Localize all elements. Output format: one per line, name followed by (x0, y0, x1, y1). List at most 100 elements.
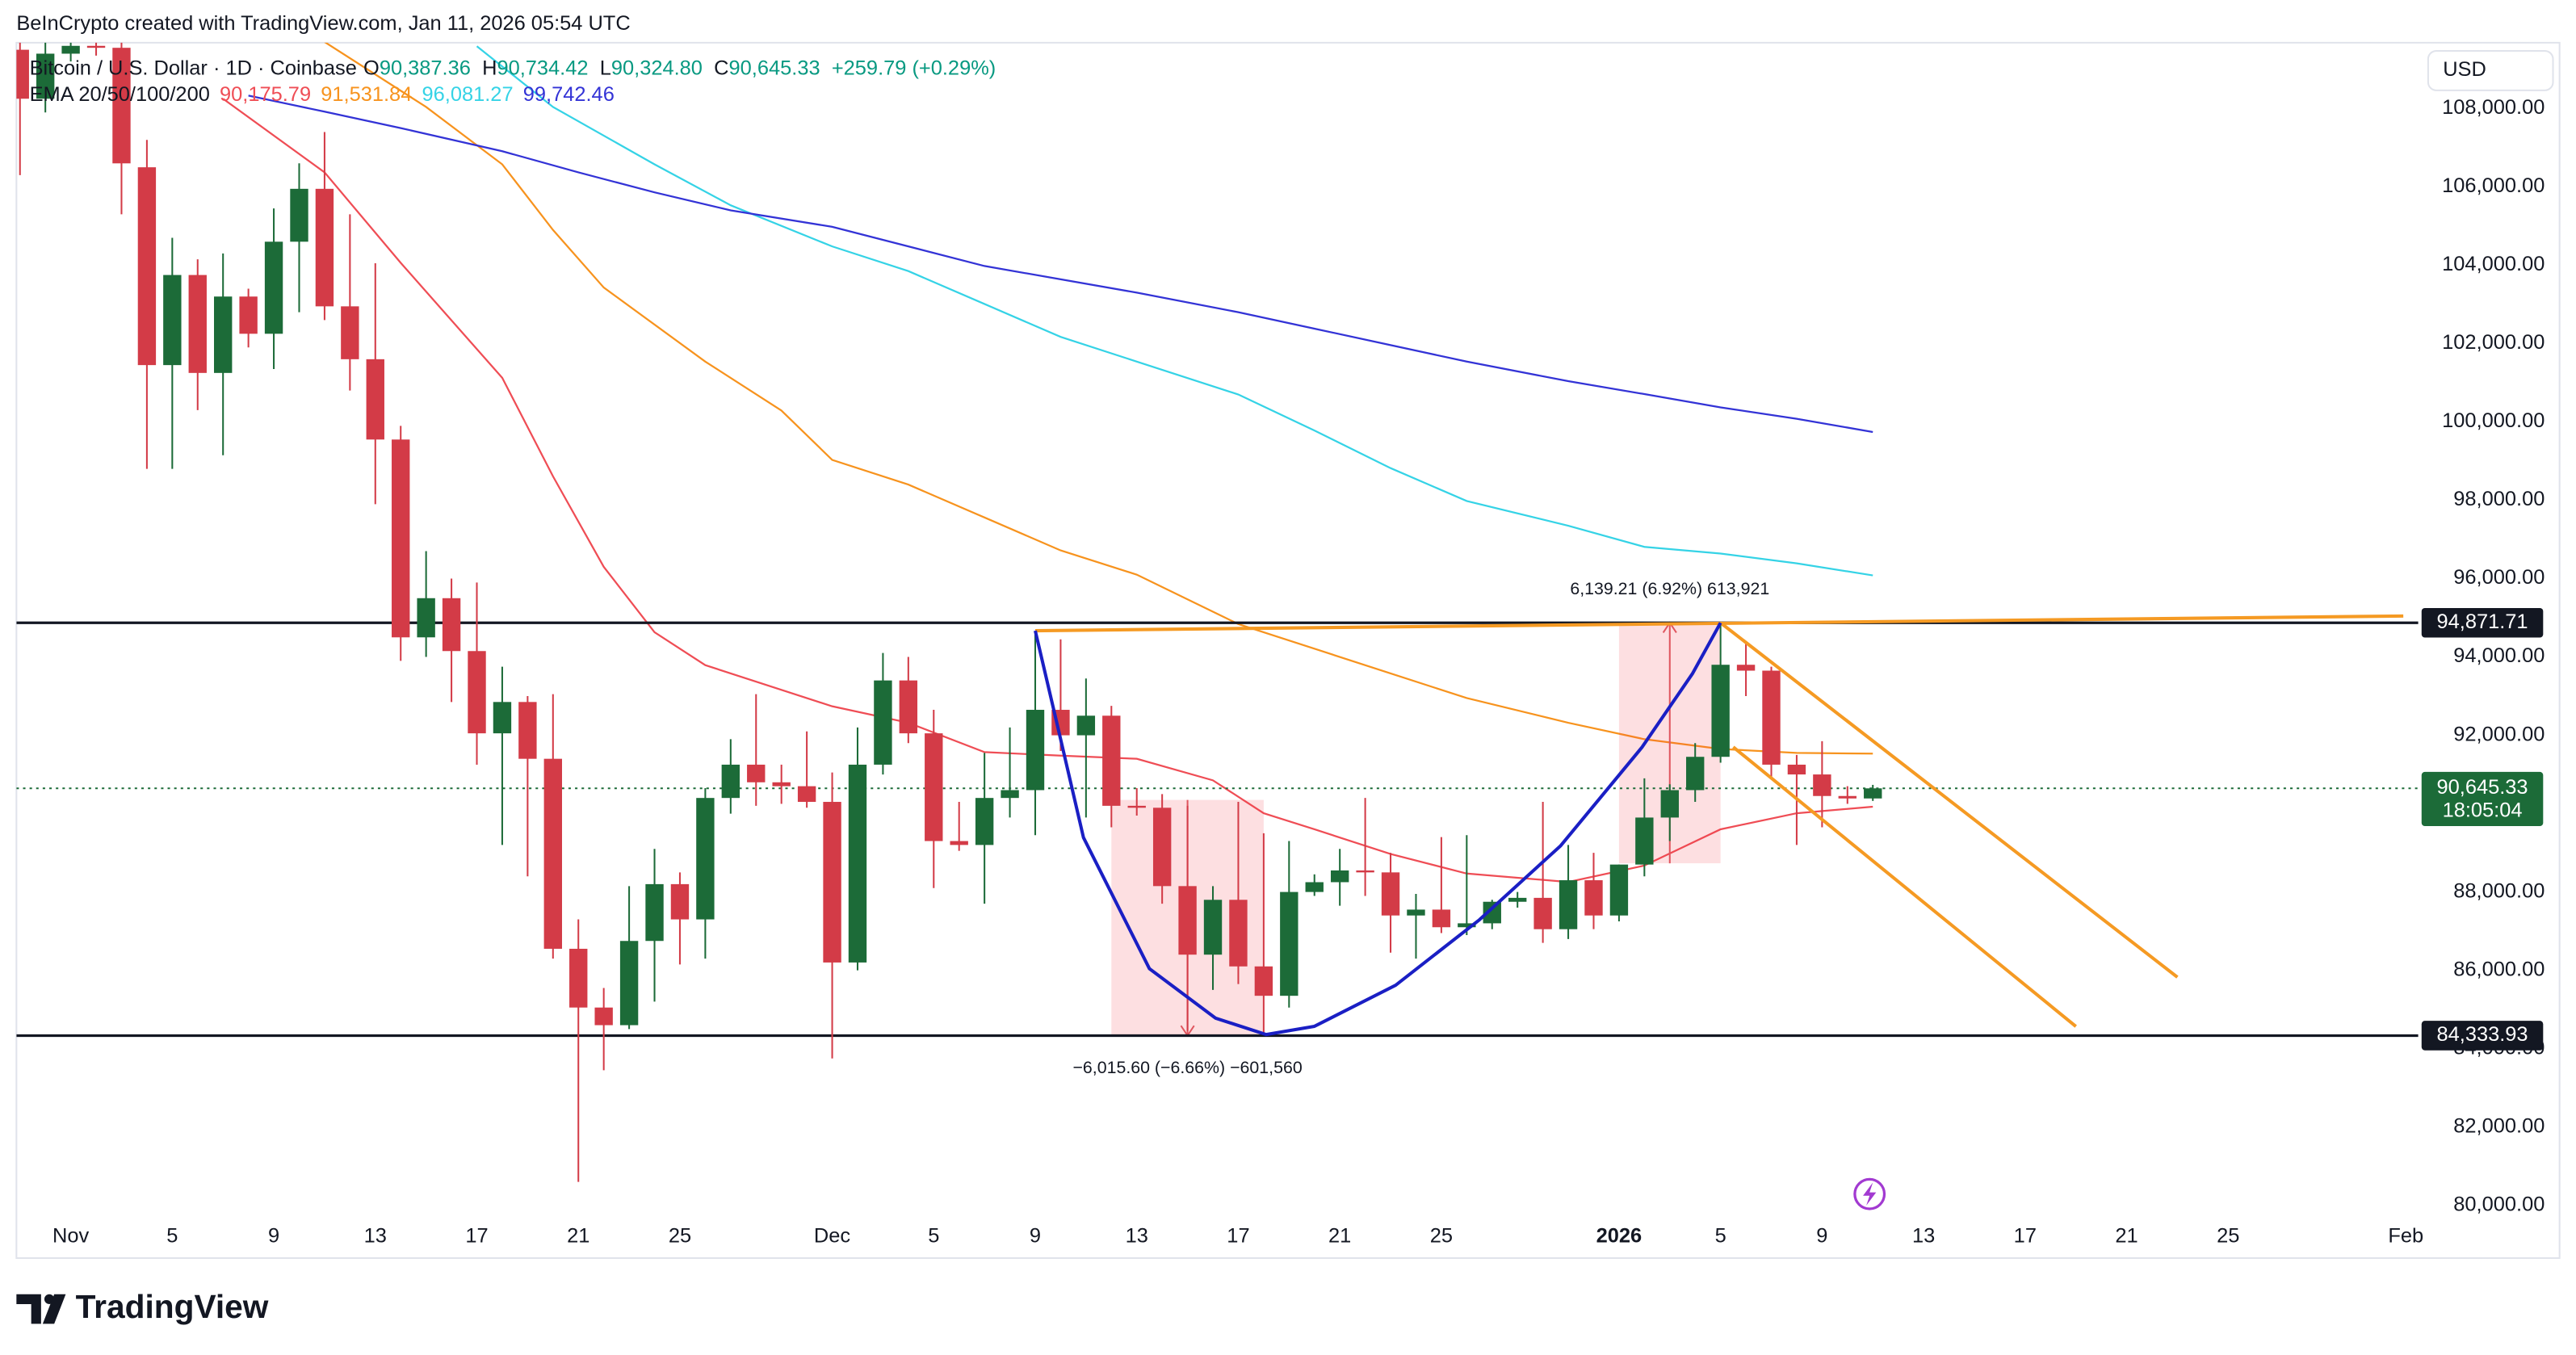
candle-body (239, 296, 258, 334)
candle-body (1559, 880, 1578, 929)
candle-body (1381, 872, 1400, 916)
candle-body (1635, 817, 1654, 865)
x-tick-label: 21 (1328, 1224, 1351, 1247)
header-text: BeInCrypto created with TradingView.com,… (16, 12, 630, 35)
candle-body (290, 188, 308, 242)
candle-body (1229, 900, 1248, 967)
y-tick-label: 98,000.00 (2453, 488, 2545, 510)
logo-mark-slash (42, 1294, 66, 1324)
candle-body (747, 764, 766, 782)
legend-ohlc-key: O (363, 57, 380, 79)
footer-brand: TradingView (76, 1288, 269, 1325)
measure-label: 6,139.21 (6.92%) 613,921 (1570, 579, 1769, 598)
candle-body (1483, 901, 1501, 924)
candle-body (1305, 882, 1324, 892)
currency-button[interactable] (2427, 50, 2554, 91)
legend-ohlc-key: L (600, 57, 611, 79)
countdown-label: 18:05:04 (2443, 799, 2523, 821)
footer-logo: TradingView (16, 1288, 269, 1325)
candle-body (823, 802, 841, 963)
candle-body (1001, 790, 1019, 799)
candle-body (569, 948, 588, 1008)
candle-body (848, 764, 867, 963)
legend-symbol: Bitcoin / U.S. Dollar · 1D · Coinbase (30, 57, 357, 79)
candle-body (493, 702, 512, 734)
candle-body (1711, 665, 1730, 757)
price-pane (16, 42, 2419, 1182)
y-tick-label: 104,000.00 (2442, 253, 2545, 275)
y-tick-label: 96,000.00 (2453, 566, 2545, 589)
candle-body (518, 702, 537, 759)
candle-body (797, 786, 816, 803)
candle-body (137, 167, 157, 366)
candle-body (417, 598, 435, 638)
x-tick-label: 5 (928, 1224, 939, 1247)
last-price-tag (2421, 771, 2544, 827)
legend-ohlc-value: 90,734.42 (497, 57, 588, 79)
candle-body (1813, 774, 1831, 796)
candle-body (61, 45, 80, 54)
ema-line (248, 94, 1873, 434)
legend-indicator-value: 91,531.84 (321, 83, 412, 106)
x-tick-label: 5 (1715, 1224, 1726, 1247)
candle-body (163, 275, 182, 366)
x-tick-label: 9 (268, 1224, 279, 1247)
x-tick-label: 9 (1030, 1224, 1041, 1247)
x-tick-label: 21 (2115, 1224, 2138, 1247)
candle-body (341, 306, 359, 359)
x-tick-label: 25 (1430, 1224, 1453, 1247)
y-tick-label: 100,000.00 (2442, 409, 2545, 432)
candle-body (1076, 715, 1096, 736)
y-tick-label: 82,000.00 (2453, 1114, 2545, 1137)
alert-icon-bolt[interactable] (1863, 1182, 1877, 1206)
candle-body (1609, 864, 1629, 916)
candle-body (315, 188, 334, 307)
logo-mark-t (16, 1294, 41, 1324)
candle-body (264, 241, 283, 334)
candle-body (112, 48, 131, 164)
alert-icon[interactable] (1853, 1177, 1886, 1210)
candle-body (1584, 880, 1603, 916)
legend-indicator-line: EMA 20/50/100/200 90,175.79 91,531.84 96,08… (30, 83, 615, 106)
x-tick-label: 17 (2014, 1224, 2037, 1247)
candle-body (670, 883, 690, 920)
x-tick-label: 13 (1126, 1224, 1148, 1247)
candle-body (1178, 886, 1197, 955)
legend-indicator-value: 90,175.79 (220, 83, 311, 106)
price-axis: 80,000.0082,000.0084,000.0086,000.0088,0… (2421, 96, 2545, 1215)
candle-body (188, 275, 207, 373)
candle-body (1280, 891, 1298, 996)
x-tick-label: 25 (2217, 1224, 2239, 1247)
candle-body (1203, 900, 1223, 955)
candle-body (1330, 870, 1349, 883)
candle-body (1152, 808, 1172, 887)
candle-body (772, 782, 791, 787)
legend: Bitcoin / U.S. Dollar · 1D · Coinbase O 90… (30, 57, 996, 106)
candle-body (696, 798, 715, 920)
measure-label: −6,015.60 (−6.66%) −601,560 (1072, 1058, 1302, 1077)
ema-line (324, 42, 1873, 755)
x-tick-label: 5 (166, 1224, 178, 1247)
y-tick-label: 94,000.00 (2453, 644, 2545, 667)
candle-body (594, 1007, 613, 1026)
trend-line (1719, 621, 2179, 979)
currency-label[interactable]: USD (2443, 58, 2486, 81)
legend-ohlc-value: 90,645.33 (729, 57, 820, 79)
candle-body (1762, 670, 1781, 765)
candle-body (1432, 909, 1451, 928)
ema-line (222, 98, 1873, 883)
candle-body (1407, 909, 1425, 916)
candle-body (1127, 805, 1146, 808)
candle-body (925, 733, 943, 841)
x-tick-label: Nov (52, 1224, 89, 1247)
candle-body (1356, 870, 1374, 873)
level-price-label: 94,871.71 (2437, 610, 2528, 633)
y-tick-label: 108,000.00 (2442, 96, 2545, 119)
y-tick-label: 92,000.00 (2453, 723, 2545, 745)
legend-indicator-value: 99,742.46 (523, 83, 615, 106)
x-tick-label: Feb (2388, 1224, 2423, 1247)
candle-body (1458, 923, 1476, 928)
